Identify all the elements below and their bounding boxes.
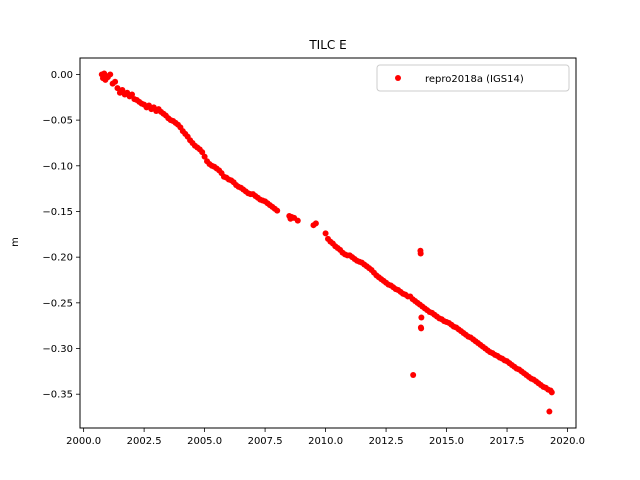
y-tick-label: −0.30 xyxy=(42,344,73,355)
data-point xyxy=(546,408,553,415)
data-point xyxy=(418,314,425,321)
x-tick-label: 2012.5 xyxy=(369,436,404,447)
x-tick-label: 2017.5 xyxy=(490,436,525,447)
y-tick-label: −0.35 xyxy=(42,390,73,401)
data-point xyxy=(107,71,114,78)
x-tick-label: 2020.0 xyxy=(550,436,585,447)
y-axis: 0.00 −0.05 −0.10 −0.15 −0.20 −0.25 −0.30 −0.35 xyxy=(42,70,80,401)
data-point xyxy=(418,325,425,332)
chart-title: TILC E xyxy=(308,38,346,52)
data-point xyxy=(112,78,119,85)
x-tick-label: 2010.0 xyxy=(308,436,343,447)
x-tick-label: 2015.0 xyxy=(429,436,464,447)
data-point xyxy=(199,149,206,156)
x-axis: 2000.0 2002.5 2005.0 2007.5 2010.0 2012.5 2015… xyxy=(66,428,585,447)
y-tick-label: −0.10 xyxy=(42,161,73,172)
data-point xyxy=(274,207,281,214)
data-point xyxy=(410,372,417,379)
plot-frame xyxy=(79,57,577,429)
y-tick-label: −0.20 xyxy=(42,253,73,264)
y-tick-label: −0.25 xyxy=(42,298,73,309)
data-point xyxy=(114,85,121,92)
x-tick-label: 2000.0 xyxy=(66,436,101,447)
x-tick-label: 2007.5 xyxy=(248,436,283,447)
data-points xyxy=(98,70,555,415)
legend: repro2018a (IGS14) xyxy=(376,64,570,92)
data-point xyxy=(201,153,208,160)
data-point xyxy=(129,91,136,98)
legend-box xyxy=(376,64,570,92)
x-tick-label: 2005.0 xyxy=(187,436,222,447)
legend-label: repro2018a (IGS14) xyxy=(425,74,524,85)
data-point xyxy=(119,86,126,93)
data-point xyxy=(417,250,424,257)
data-point xyxy=(548,389,555,396)
y-tick-label: −0.15 xyxy=(42,207,73,218)
legend-marker xyxy=(395,75,401,81)
data-point xyxy=(322,230,329,237)
x-tick-label: 2002.5 xyxy=(127,436,162,447)
data-point xyxy=(294,217,301,224)
data-point xyxy=(312,220,319,227)
y-tick-label: 0.00 xyxy=(51,70,73,81)
y-axis-label: m xyxy=(10,237,21,247)
y-tick-label: −0.05 xyxy=(42,116,73,127)
